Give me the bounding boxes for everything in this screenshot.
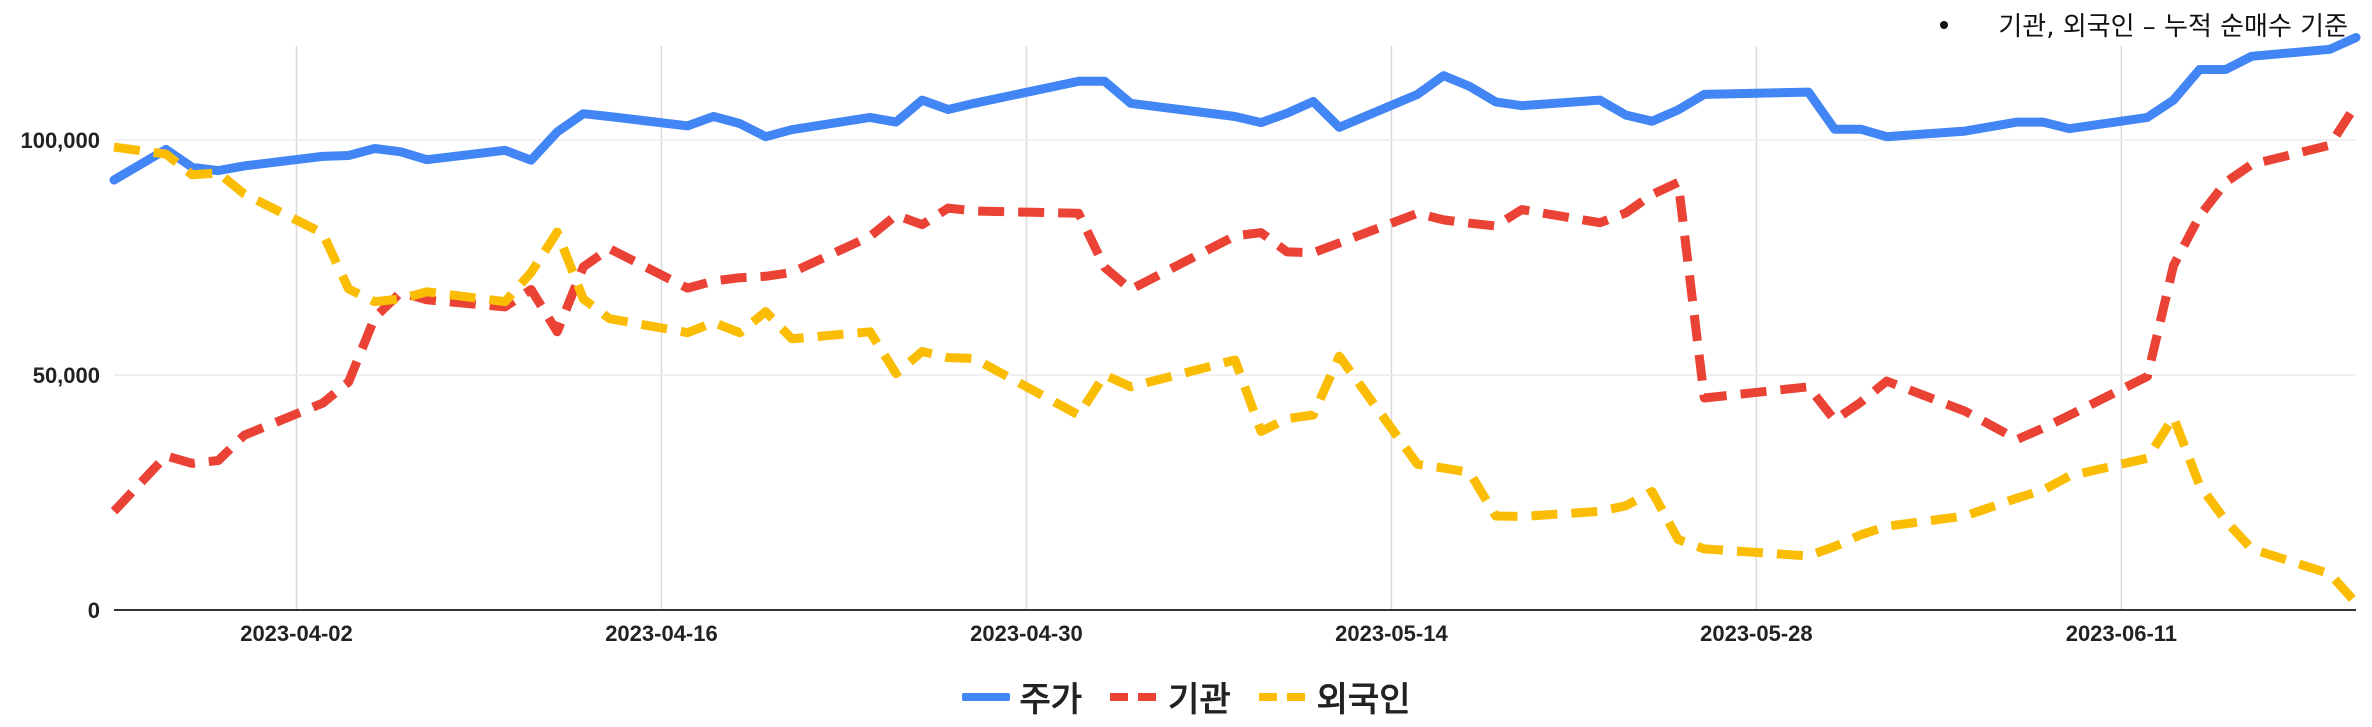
- x-tick-label: 2023-04-16: [605, 621, 718, 646]
- y-tick-label: 100,000: [20, 128, 100, 153]
- x-tick-label: 2023-04-30: [970, 621, 1083, 646]
- legend-swatch: [961, 692, 1010, 701]
- x-tick-label: 2023-04-02: [240, 621, 353, 646]
- legend-label: 기관: [1168, 680, 1231, 720]
- bullet-icon: [1940, 20, 1949, 29]
- axes: 2023-04-02 2023-04-16 2023-04-30 2023-05-14…: [20, 128, 2177, 646]
- chart-annotation: 기관, 외국인 – 누적 순매수 기준: [1940, 6, 2348, 43]
- x-tick-label: 2023-06-11: [2066, 621, 2177, 646]
- series-line-0: [109, 33, 2361, 185]
- legend-swatch: [1258, 692, 1307, 701]
- legend-label: 외국인: [1316, 680, 1411, 720]
- gridlines: [114, 46, 2356, 611]
- x-tick-label: 2023-05-14: [1335, 621, 1448, 646]
- annotation-text: 기관, 외국인 – 누적 순매수 기준: [1998, 12, 2348, 42]
- series-lines: [109, 33, 2361, 606]
- y-tick-label: 0: [88, 598, 100, 623]
- chart-legend: 주가 기관 외국인: [0, 672, 2372, 721]
- legend-label: 주가: [1019, 680, 1083, 720]
- series-line-2: [113, 142, 2360, 606]
- legend-item: 외국인: [1258, 672, 1411, 721]
- y-tick-label: 50,000: [33, 363, 100, 388]
- series-line-1: [110, 102, 2360, 515]
- legend-item: 주가: [961, 672, 1083, 721]
- legend-swatch: [1110, 692, 1159, 701]
- legend-item: 기관: [1110, 672, 1231, 721]
- x-tick-label: 2023-05-28: [1700, 621, 1813, 646]
